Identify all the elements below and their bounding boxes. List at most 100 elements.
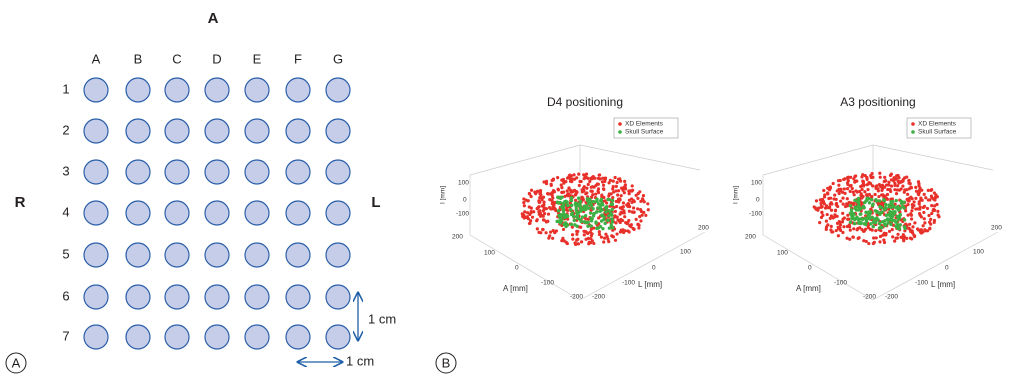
surface-point xyxy=(849,211,854,216)
surface-point xyxy=(596,206,600,210)
axis-line xyxy=(469,234,581,301)
element-point xyxy=(907,199,911,203)
element-point xyxy=(570,233,575,237)
element-point xyxy=(841,230,845,235)
element-point xyxy=(527,221,532,226)
surface-point xyxy=(562,222,566,227)
surface-point xyxy=(601,226,605,231)
element-point xyxy=(573,193,578,197)
surface-point xyxy=(864,219,869,224)
element-point xyxy=(639,199,643,203)
element-point xyxy=(913,221,917,225)
element-point xyxy=(835,214,839,218)
element-point xyxy=(924,196,928,200)
z-tick: -100 xyxy=(456,211,469,218)
element-point xyxy=(818,221,822,225)
surface-point xyxy=(850,216,854,221)
element-point xyxy=(565,189,569,193)
panel-badge xyxy=(5,352,27,374)
surface-point xyxy=(578,209,583,213)
column-label: D xyxy=(212,51,221,66)
element-point xyxy=(923,228,927,233)
electrode xyxy=(204,242,230,268)
element-point xyxy=(846,213,850,217)
element-point xyxy=(529,210,533,214)
element-point xyxy=(597,230,601,234)
electrode xyxy=(83,159,109,185)
a-tick: -200 xyxy=(570,294,583,301)
element-point xyxy=(932,220,936,225)
legend-entry: XD Elements xyxy=(625,121,664,128)
element-point xyxy=(626,229,630,233)
element-point xyxy=(597,216,601,220)
element-point xyxy=(571,237,575,241)
axis-line xyxy=(762,234,874,301)
surface-point xyxy=(866,212,871,216)
legend-marker xyxy=(618,122,622,126)
element-point xyxy=(532,210,536,214)
electrode xyxy=(325,324,351,350)
electrode xyxy=(204,77,230,103)
l-axis-label: L [mm] xyxy=(931,280,955,289)
surface-point xyxy=(607,214,611,218)
element-point xyxy=(836,179,841,183)
element-point xyxy=(536,189,540,193)
element-point xyxy=(582,173,586,177)
surface-point xyxy=(569,196,574,200)
electrode xyxy=(125,242,151,268)
element-point xyxy=(928,226,932,230)
surface-point xyxy=(590,216,594,221)
element-point xyxy=(530,215,535,219)
element-point xyxy=(902,190,906,194)
element-point xyxy=(546,191,550,196)
surface-point xyxy=(865,198,869,203)
surface-point xyxy=(849,208,854,212)
element-point xyxy=(864,239,868,244)
element-point xyxy=(917,202,921,206)
element-point xyxy=(895,236,899,240)
element-point xyxy=(865,176,869,180)
element-point xyxy=(565,241,569,246)
element-point xyxy=(906,213,910,217)
element-point xyxy=(602,240,606,244)
electrode xyxy=(125,284,151,310)
column-label: A xyxy=(92,51,101,66)
element-point xyxy=(599,235,604,239)
element-point xyxy=(550,193,554,198)
surface-point xyxy=(858,212,862,216)
electrode xyxy=(204,200,230,226)
element-point xyxy=(565,176,570,180)
element-point xyxy=(914,207,918,211)
element-point xyxy=(838,223,843,227)
element-point xyxy=(529,219,533,223)
element-point xyxy=(824,225,829,229)
electrode xyxy=(83,242,109,268)
element-point xyxy=(926,188,930,192)
element-point xyxy=(542,218,546,222)
legend-entry: Skull Surface xyxy=(918,129,957,136)
element-point xyxy=(622,185,627,189)
element-point xyxy=(592,241,596,246)
surface-point xyxy=(576,203,580,207)
element-point xyxy=(882,238,886,242)
element-point xyxy=(873,192,877,197)
legend-entry: XD Elements xyxy=(918,121,957,128)
element-point xyxy=(614,184,618,188)
element-point xyxy=(834,228,838,233)
element-point xyxy=(841,196,845,200)
axis-line xyxy=(579,231,706,301)
element-point xyxy=(831,181,835,186)
surface-point xyxy=(591,199,595,204)
element-point xyxy=(582,186,586,190)
surface-point xyxy=(569,198,574,203)
element-point xyxy=(542,200,546,204)
z-tick: -100 xyxy=(749,211,762,218)
element-point xyxy=(584,172,589,176)
element-point xyxy=(843,191,847,195)
element-point xyxy=(859,192,863,196)
element-point xyxy=(592,226,596,230)
element-point xyxy=(841,211,845,215)
element-point xyxy=(887,180,891,184)
element-point xyxy=(565,193,569,197)
element-point xyxy=(646,202,650,206)
